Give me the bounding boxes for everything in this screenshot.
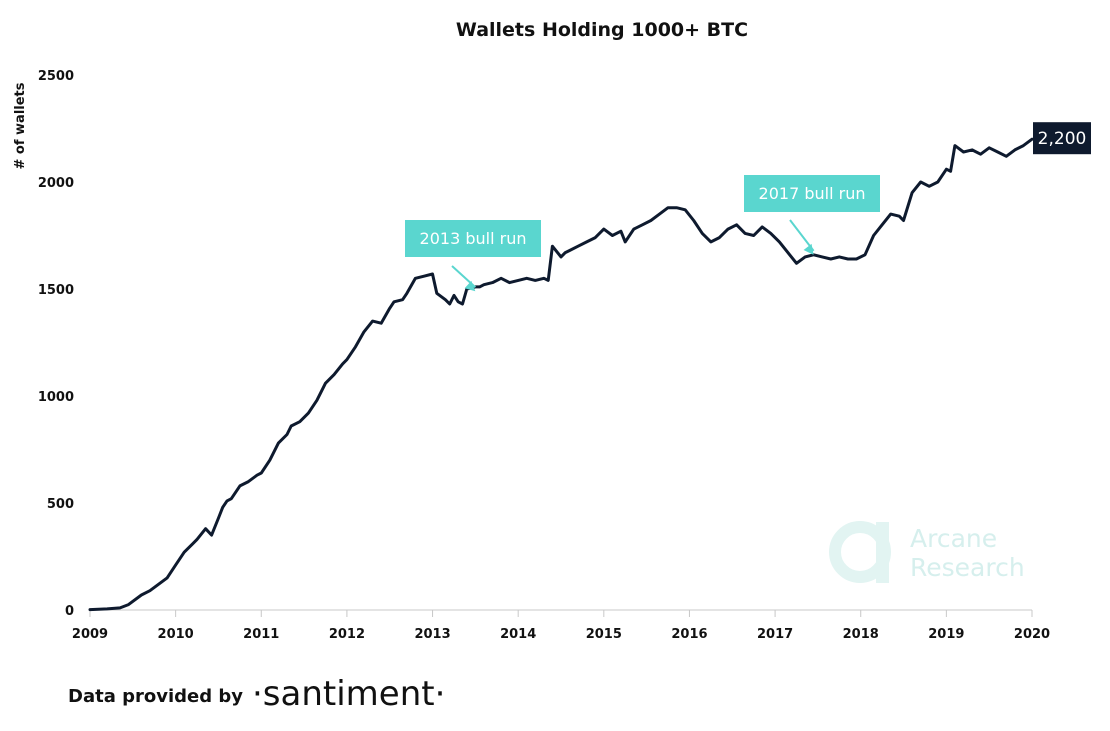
annotation-box [405,220,541,257]
annotation-arrowhead [803,243,814,255]
x-tick-label: 2011 [243,627,279,642]
x-tick-label: 2010 [158,627,194,642]
x-tick-label: 2012 [329,627,365,642]
y-tick-label: 1000 [38,390,74,405]
x-tick-label: 2013 [414,627,450,642]
annotations-layer: 2013 bull run 2017 bull run 2,200 [405,122,1091,292]
x-tick-label: 2017 [757,627,793,642]
annotation-1: 2013 bull run [405,220,541,292]
arcane-logo-bar [876,522,889,583]
x-tick-label: 2014 [500,627,536,642]
data-credit: Data provided by [68,686,243,707]
annotation-text: 2017 bull run [759,184,866,203]
chart-title: Wallets Holding 1000+ BTC [456,19,748,41]
series-layer [88,137,1034,612]
annotation-2: 2017 bull run [744,175,880,255]
y-tick-label: 500 [47,497,74,512]
annotation-text: 2013 bull run [420,229,527,248]
end-label-box [1033,122,1091,155]
annotation-box [744,175,880,212]
x-tick-label: 2020 [1014,627,1050,642]
santiment-logo: ·santiment· [252,674,446,714]
arcane-research-watermark: Arcane Research [829,521,1025,583]
x-tick-label: 2015 [586,627,622,642]
watermark-line2: Research [910,553,1025,582]
y-tick-label: 1500 [38,283,74,298]
x-tick-label: 2009 [72,627,108,642]
x-tick-label: 2018 [843,627,879,642]
axes: 2009 2010 2011 2012 2013 2014 2015 2016 2017 2018… [38,69,1050,642]
y-tick-label: 2500 [38,69,74,84]
x-tick-label: 2016 [671,627,707,642]
annotation-arrowhead [464,280,476,292]
end-value-label: 2,200 [1033,122,1091,155]
series-line [88,137,1034,612]
watermark-line1: Arcane [910,524,997,553]
y-tick-label: 2000 [38,176,74,191]
end-label-text: 2,200 [1038,129,1087,149]
x-tick-label: 2019 [928,627,964,642]
y-tick-label: 0 [65,604,74,619]
y-axis-label: # of wallets [13,82,28,169]
